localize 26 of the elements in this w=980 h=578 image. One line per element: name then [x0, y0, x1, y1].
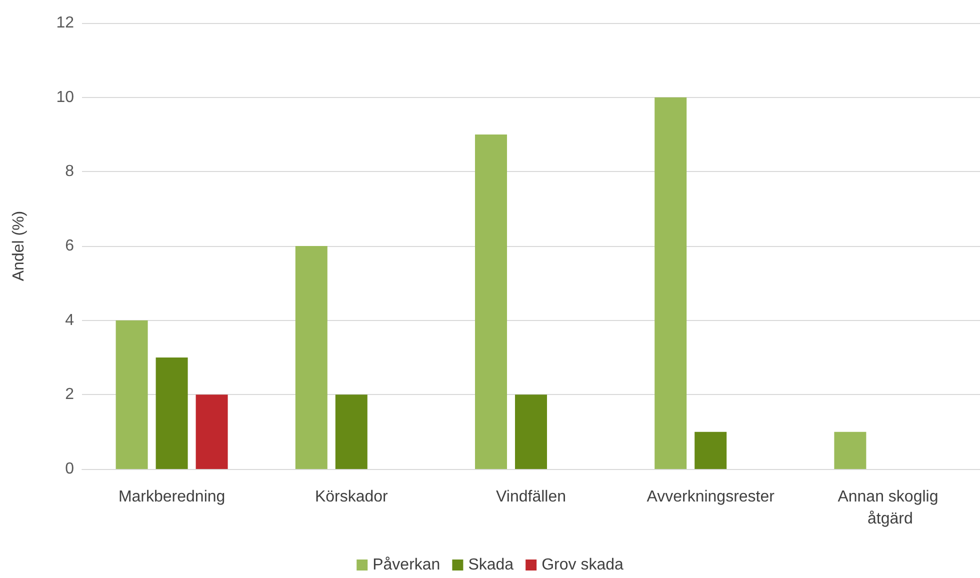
- y-tick-label: 10: [56, 88, 74, 106]
- x-tick-label: Körskador: [314, 488, 389, 506]
- y-tick-label: 0: [65, 460, 74, 478]
- y-axis-title: Andel (%): [10, 210, 28, 282]
- bar: [196, 394, 228, 469]
- bar: [475, 134, 507, 469]
- bar: [335, 394, 368, 469]
- y-tick-label: 12: [56, 14, 74, 32]
- bar: [834, 432, 866, 469]
- bar: [156, 358, 188, 469]
- legend-label: Påverkan: [372, 556, 440, 574]
- x-tick-label: Markberedning: [118, 488, 226, 506]
- bar: [694, 432, 727, 469]
- y-tick-label: 8: [65, 163, 74, 180]
- x-tick-label: Avverkningsrester: [646, 488, 776, 506]
- legend-label: Grov skada: [542, 556, 624, 574]
- bar: [295, 246, 328, 469]
- bar: [515, 394, 547, 469]
- y-tick-label: 6: [65, 238, 74, 254]
- bar: [116, 320, 148, 469]
- y-tick-label: 4: [65, 312, 74, 329]
- x-tick-label: Vindfällen: [496, 488, 566, 506]
- y-tick-label: 2: [65, 386, 74, 404]
- x-tick-label: Annan skoglig åtgärd: [838, 488, 943, 528]
- legend-label: Skada: [468, 556, 514, 574]
- bar: [654, 97, 687, 469]
